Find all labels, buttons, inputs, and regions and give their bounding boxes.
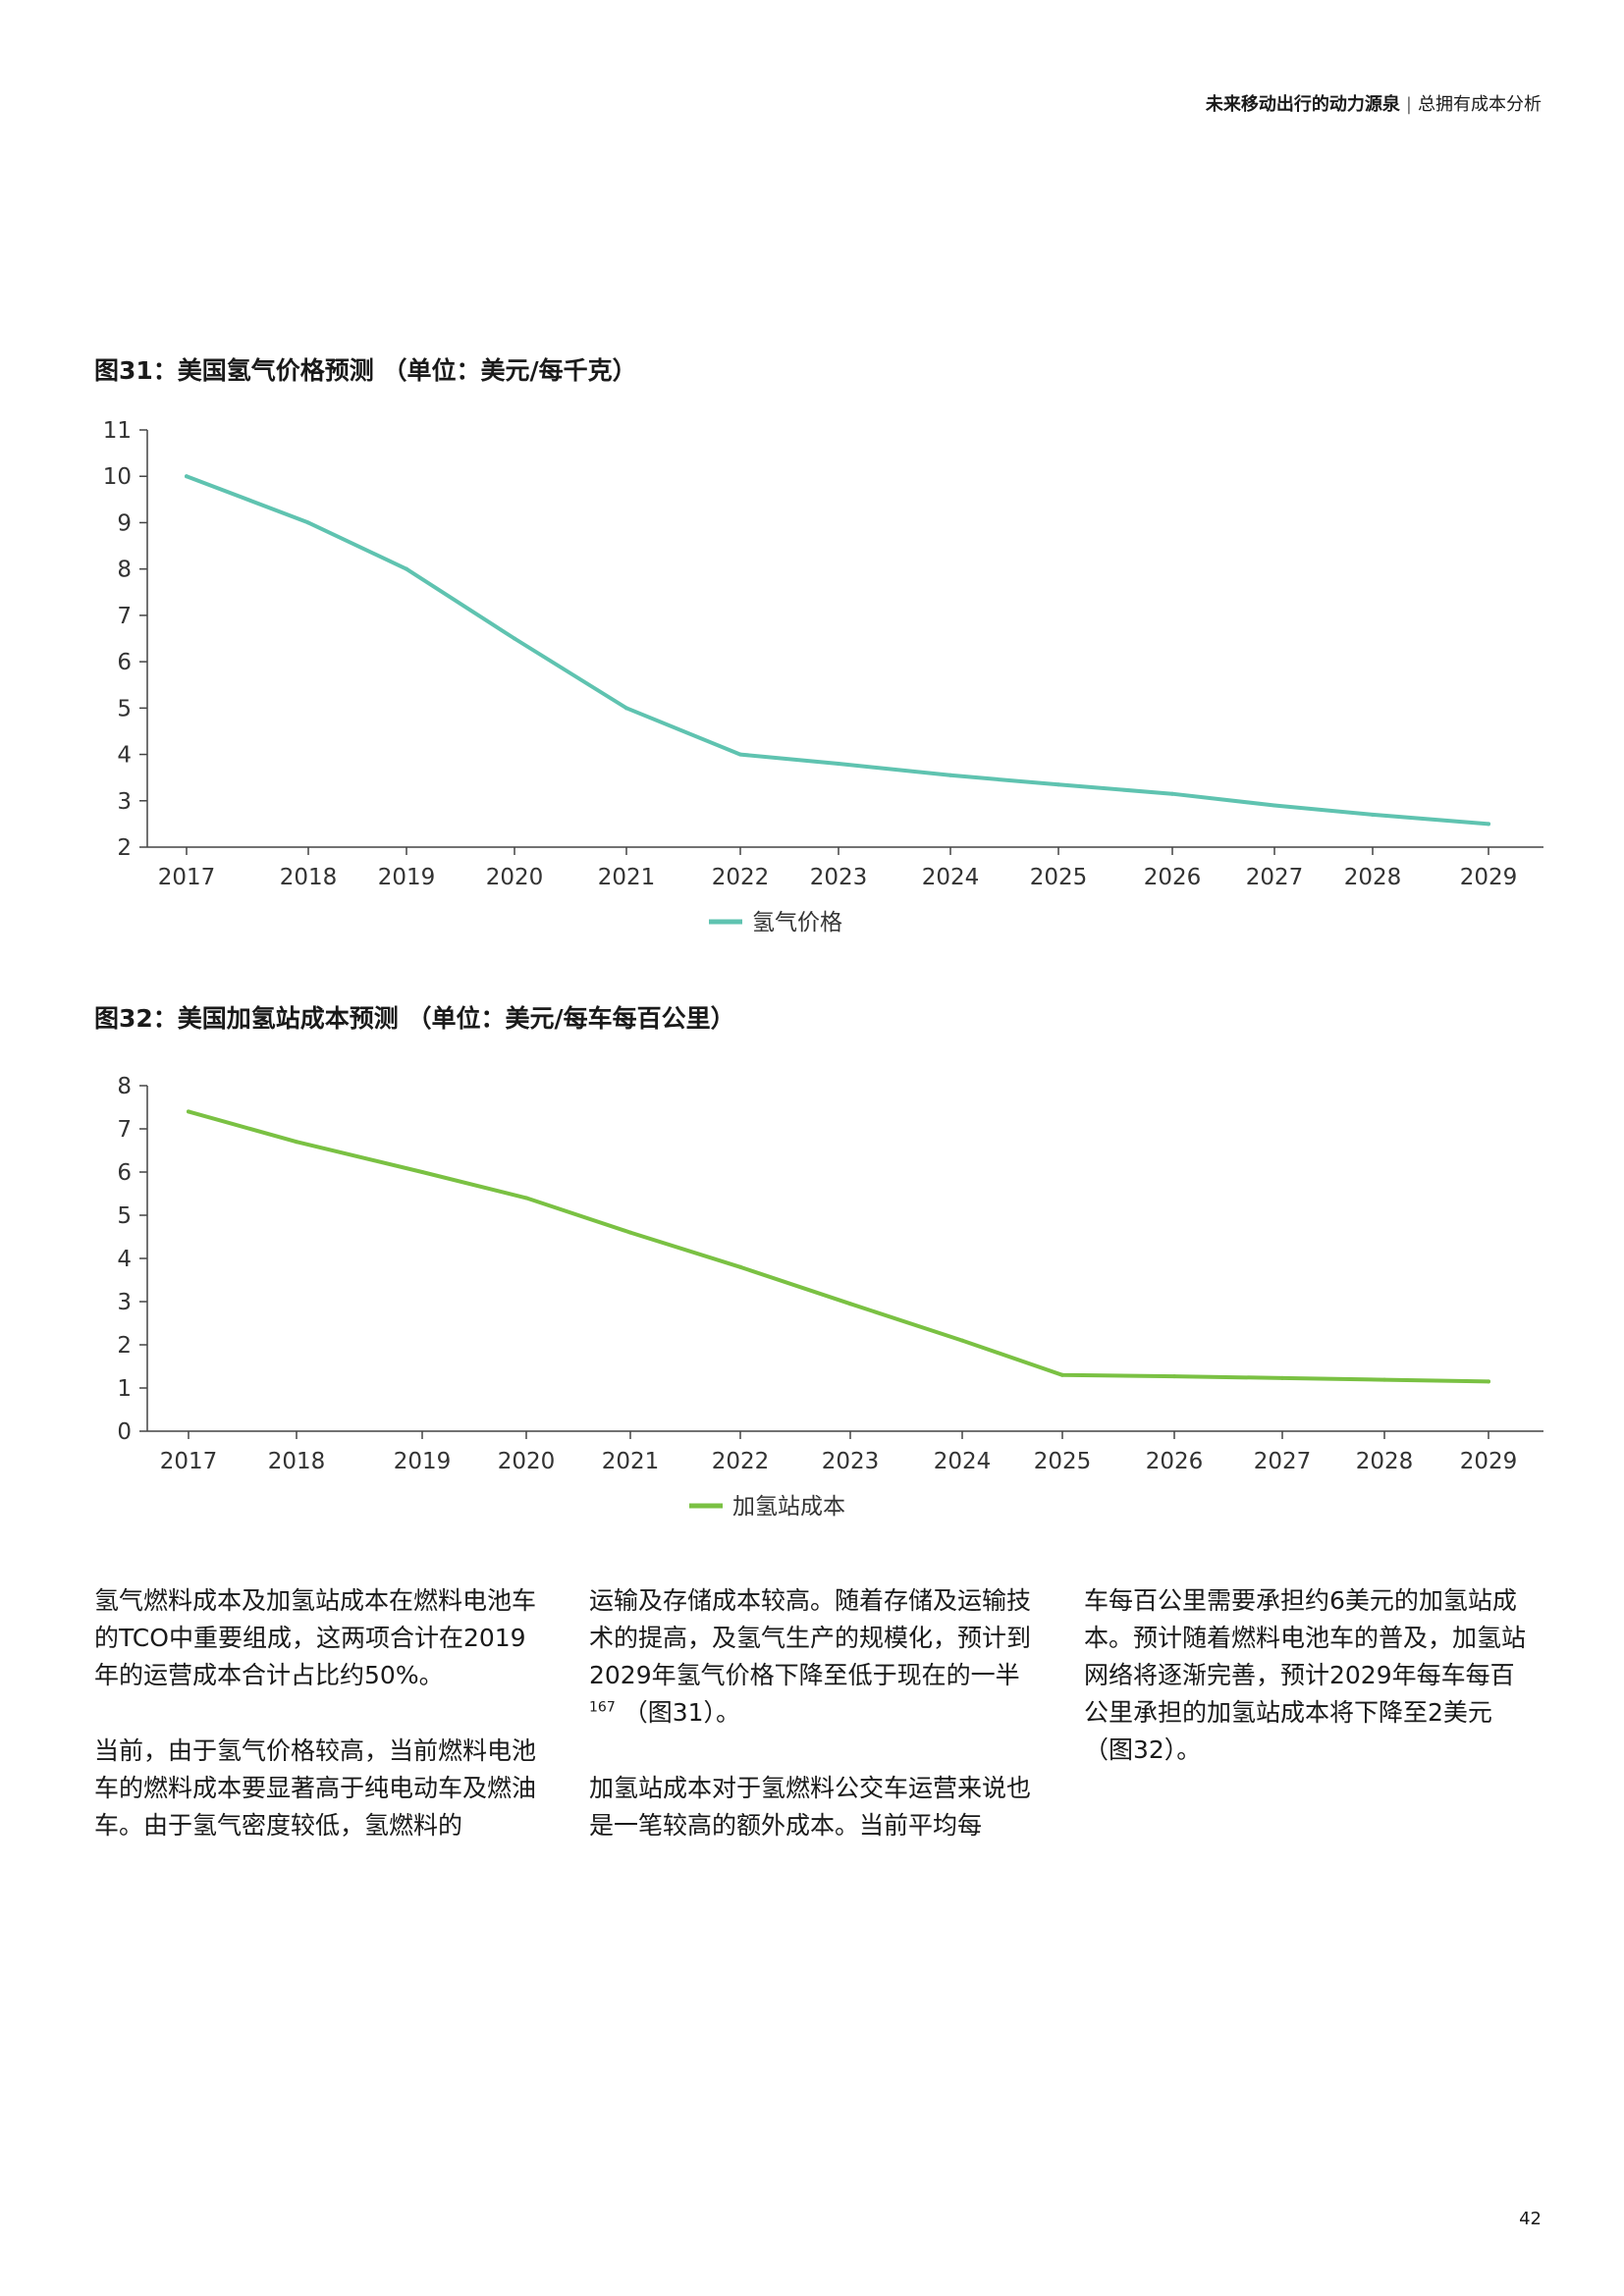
paragraph-text: （图31）。 [623,1698,740,1727]
data-point [1280,1375,1284,1380]
paragraph: 氢气燃料成本及加氢站成本在燃料电池车的TCO中重要组成，这两项合计在2019年的… [94,1586,537,1689]
data-point [837,762,840,766]
x-tick-label: 2022 [712,865,770,890]
y-tick-label: 7 [117,1117,132,1143]
text-column-1: 氢气燃料成本及加氢站成本在燃料电池车的TCO中重要组成，这两项合计在2019年的… [94,1582,546,1883]
y-tick-label: 0 [117,1419,132,1445]
legend-label: 氢气价格 [752,910,842,935]
x-tick-label: 2028 [1344,865,1402,890]
x-tick-label: 2019 [378,865,436,890]
series-line [185,474,1490,827]
data-point [848,1302,852,1307]
x-tick-label: 2029 [1460,865,1518,890]
data-point [624,706,628,711]
y-tick-label: 9 [117,510,132,536]
y-tick-label: 10 [103,464,132,490]
data-point [1272,803,1276,808]
hydrogen-price-chart: 2 3 4 5 6 7 8 9 10 11 2017 2018 2019 2020 2021 2022 2023… [103,418,1543,935]
x-tick-label: 2025 [1030,865,1088,890]
y-tick-label: 1 [117,1376,132,1402]
x-tick-label: 2026 [1144,865,1202,890]
data-point [420,1170,424,1174]
data-point [738,752,742,757]
y-tick-label: 11 [103,418,132,444]
data-point [1170,791,1174,796]
data-point [1382,1377,1386,1382]
y-tick-label: 2 [117,1333,132,1359]
data-point [1172,1374,1176,1379]
y-tick-label: 4 [117,1247,132,1272]
legend-label: 加氢站成本 [732,1494,845,1520]
paragraph: 运输及存储成本较高。随着存储及运输技术的提高，及氢气生产的规模化，预计到2029… [589,1582,1041,1732]
x-tick-label: 2018 [280,865,338,890]
y-tick-label: 7 [117,604,132,629]
x-tick-label: 2020 [486,865,544,890]
x-tick-label: 2018 [268,1449,326,1474]
header-separator: | [1405,94,1412,115]
x-tick-label: 2017 [160,1449,218,1474]
station-cost-chart: 0 1 2 3 4 5 6 7 8 2017 2018 2019 2020 2021 2022 2023 202… [117,1074,1543,1520]
x-tick-label: 2028 [1356,1449,1414,1474]
data-point [524,1196,528,1201]
y-tick-label: 6 [117,650,132,675]
x-tick-label: 2026 [1146,1449,1204,1474]
data-point [306,520,310,525]
x-tick-label: 2017 [158,865,216,890]
text-column-2: 运输及存储成本较高。随着存储及运输技术的提高，及氢气生产的规模化，预计到2029… [589,1582,1041,1883]
paragraph: 加氢站成本对于氢燃料公交车运营来说也是一笔较高的额外成本。当前平均每 [589,1774,1032,1840]
data-point [960,1338,964,1343]
data-point [295,1140,298,1145]
data-point [1060,1372,1064,1377]
y-tick-label: 6 [117,1160,132,1186]
data-point [948,773,952,777]
series-line [187,1109,1490,1384]
x-tick-label: 2023 [822,1449,880,1474]
y-tick-label: 3 [117,789,132,815]
x-tick-label: 2024 [934,1449,992,1474]
x-tick-label: 2021 [598,865,656,890]
text-column-3: 车每百公里需要承担约6美元的加氢站成本。预计随着燃料电池车的普及，加氢站网络将逐… [1084,1582,1536,1807]
x-tick-label: 2022 [712,1449,770,1474]
y-tick-label: 5 [117,696,132,721]
y-tick-label: 4 [117,743,132,769]
y-tick-label: 5 [117,1203,132,1229]
y-tick-label: 2 [117,835,132,861]
x-tick-label: 2025 [1034,1449,1092,1474]
paragraph-text: 运输及存储成本较高。随着存储及运输技术的提高，及氢气生产的规模化，预计到2029… [589,1586,1032,1689]
data-point [738,1264,742,1269]
footnote-reference: 167 [589,1699,616,1716]
data-point [628,1230,632,1235]
x-tick-label: 2024 [922,865,980,890]
header-section: 总拥有成本分析 [1418,94,1542,115]
y-tick-label: 8 [117,558,132,583]
data-point [1487,822,1490,827]
data-point [185,474,189,479]
figure-32-title: 图32：美国加氢站成本预测 （单位：美元/每车每百公里） [94,1004,735,1033]
x-tick-label: 2021 [602,1449,660,1474]
x-tick-label: 2020 [498,1449,556,1474]
data-point [1056,782,1060,787]
data-point [1487,1379,1490,1384]
data-point [1371,812,1375,817]
paragraph: 车每百公里需要承担约6美元的加氢站成本。预计随着燃料电池车的普及，加氢站网络将逐… [1084,1586,1527,1764]
page-number: 42 [1519,2209,1542,2229]
data-point [405,566,408,571]
header-title: 未来移动出行的动力源泉 [1205,94,1400,115]
y-tick-label: 8 [117,1074,132,1099]
running-header: 未来移动出行的动力源泉 | 总拥有成本分析 [1206,90,1542,116]
paragraph: 当前，由于氢气价格较高，当前燃料电池车的燃料成本要显著高于纯电动车及燃油车。由于… [94,1736,537,1840]
x-tick-label: 2019 [394,1449,452,1474]
figure-31-title: 图31：美国氢气价格预测 （单位：美元/每千克） [94,356,637,385]
x-tick-label: 2027 [1254,1449,1312,1474]
data-point [513,636,516,641]
x-tick-label: 2023 [810,865,868,890]
x-tick-label: 2027 [1246,865,1304,890]
y-tick-label: 3 [117,1290,132,1315]
data-point [187,1109,190,1114]
x-tick-label: 2029 [1460,1449,1518,1474]
